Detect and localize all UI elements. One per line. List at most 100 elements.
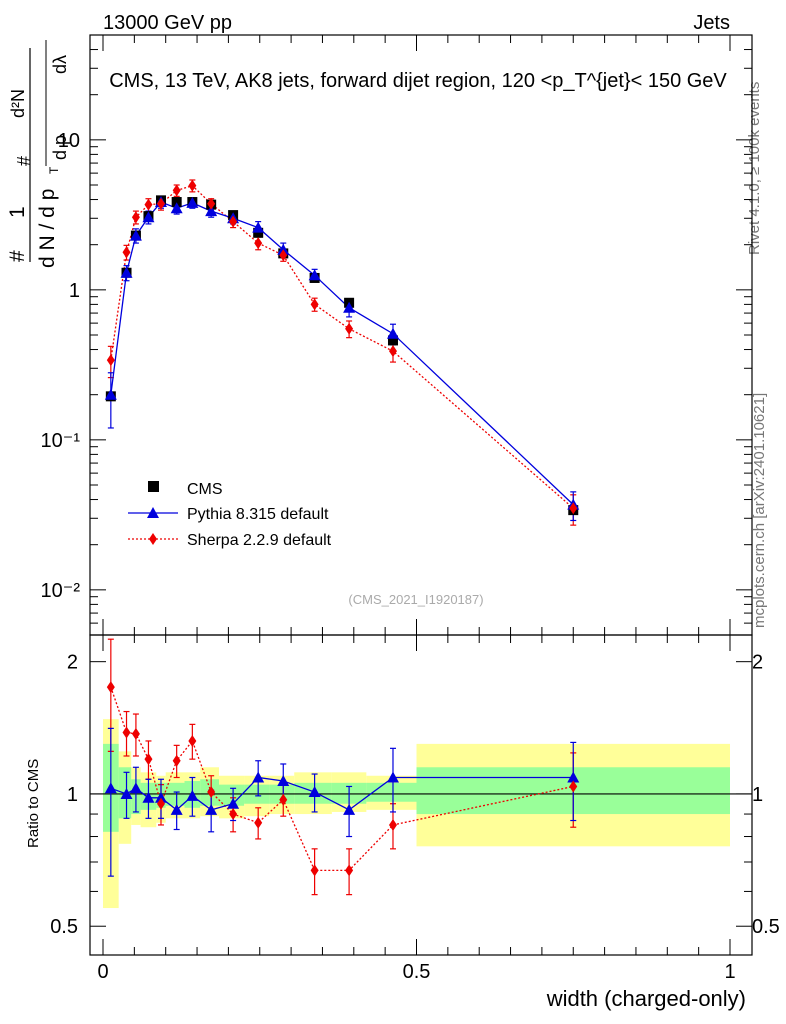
ratio-y-tick-label-right: 2 <box>752 652 763 674</box>
pythia-line <box>110 201 574 506</box>
ratio-y-tick-label-left: 0.5 <box>50 916 78 938</box>
x-axis-label: width (charged-only) <box>546 986 746 1011</box>
sherpa-point <box>569 502 578 515</box>
x-tick-label: 0.5 <box>403 961 431 983</box>
pythia-point <box>308 269 321 281</box>
ratio-y-axis-label: Ratio to CMS <box>25 759 42 848</box>
legend-cms-marker <box>148 481 159 492</box>
pythia-point <box>142 211 155 223</box>
sherpa-point <box>279 249 288 262</box>
sherpa-point <box>345 322 354 335</box>
ratio-sherpa-point <box>131 727 140 740</box>
pythia-point <box>343 301 356 313</box>
y-label-hash2: # <box>14 156 34 166</box>
ratio-pythia-point <box>277 775 290 787</box>
ratio-sherpa-point <box>122 726 131 739</box>
y-label-dl: dλ <box>50 55 70 74</box>
y-label-hash1: # <box>6 250 29 262</box>
ratio-pythia-point <box>186 789 199 801</box>
y-tick-label: 10 <box>58 130 80 152</box>
ratio-y-tick-label-right: 0.5 <box>752 916 780 938</box>
legend-pythia-label: Pythia 8.315 default <box>187 506 329 523</box>
main-panel: 10⁻² 10⁻¹ 1 10 CMS, 13 TeV, AK8 jets, forwar… <box>41 34 753 636</box>
ratio-y-tick-label-left: 2 <box>67 652 78 674</box>
sherpa-point <box>131 211 140 224</box>
legend-sherpa-label: Sherpa 2.2.9 default <box>187 532 332 549</box>
mcplots-label: mcplots.cern.ch [arXiv:2401.10621] <box>751 393 768 628</box>
pythia-point <box>252 221 265 233</box>
y-tick-label: 1 <box>69 280 80 302</box>
sherpa-point <box>144 198 153 211</box>
ratio-pythia-point <box>205 803 218 815</box>
ratio-frame <box>89 634 753 956</box>
ratio-y-tick-label-right: 1 <box>752 784 763 806</box>
y-label-T: T <box>47 166 61 174</box>
sherpa-point <box>156 197 165 210</box>
ratio-pythia-point <box>567 771 580 783</box>
ratio-pythia-point <box>227 797 240 809</box>
pythia-point <box>386 327 399 339</box>
ratio-sherpa-point <box>106 681 115 694</box>
sherpa-line <box>110 184 574 509</box>
ratio-pythia-point <box>120 787 133 799</box>
y-label-dp: d p <box>50 135 70 160</box>
sherpa-point <box>207 197 216 210</box>
ratio-sherpa-point <box>229 808 238 821</box>
ratio-sherpa-point <box>172 754 181 767</box>
ratio-sherpa-point <box>279 793 288 806</box>
y-label-d2N: d²N <box>8 89 28 118</box>
x-tick-label: 1 <box>724 961 735 983</box>
y-tick-label: 10⁻¹ <box>41 430 81 452</box>
ratio-pythia-point <box>252 771 265 783</box>
ratio-sherpa-point <box>254 816 263 829</box>
sherpa-point <box>388 345 397 358</box>
sherpa-point <box>172 184 181 197</box>
ratio-pythia-point <box>308 786 321 798</box>
uncertainty-band-inner <box>218 784 245 806</box>
y-label-one: 1 <box>6 206 29 218</box>
sherpa-point <box>229 215 238 228</box>
ratio-panel: 0.5 0.5 1 1 2 2 0 0.5 1 width (charged-only) Ratio… <box>25 634 780 1011</box>
pythia-point <box>277 243 290 255</box>
analysis-watermark: (CMS_2021_I1920187) <box>348 592 483 607</box>
sherpa-point <box>254 237 263 250</box>
process-label: Jets <box>693 12 730 34</box>
ratio-sherpa-point <box>388 818 397 831</box>
x-tick-label: 0 <box>97 961 108 983</box>
ratio-sherpa-point <box>569 780 578 793</box>
legend-cms-label: CMS <box>187 481 223 498</box>
ratio-pythia-point <box>343 803 356 815</box>
sherpa-point <box>310 298 319 311</box>
cms-point <box>171 197 182 208</box>
pythia-point <box>129 229 142 241</box>
legend: CMS Pythia 8.315 default Sherpa 2.2.9 defa… <box>128 481 332 549</box>
ratio-pythia-point <box>154 791 167 803</box>
ratio-pythia-point <box>170 803 183 815</box>
ratio-sherpa-point <box>144 753 153 766</box>
ratio-sherpa-point <box>310 864 319 877</box>
pythia-point <box>170 202 183 214</box>
ratio-pythia-point <box>104 782 117 794</box>
ratio-sherpa-point <box>156 797 165 810</box>
pythia-point <box>205 205 218 217</box>
energy-label: 13000 GeV pp <box>103 12 232 34</box>
y-tick-label: 10⁻² <box>41 580 81 602</box>
y-label-dN: d N / d p <box>36 189 59 268</box>
cms-point <box>387 335 398 346</box>
rivet-version-label: Rivet 4.1.0, ≥ 100k events <box>746 82 763 255</box>
sherpa-point <box>106 354 115 367</box>
legend-sherpa-marker <box>149 533 157 545</box>
legend-pythia-marker <box>147 507 159 518</box>
ratio-pythia-point <box>386 771 399 783</box>
sherpa-point <box>122 246 131 259</box>
ratio-pythia-point <box>142 791 155 803</box>
cms-point <box>253 227 264 238</box>
chart-title: CMS, 13 TeV, AK8 jets, forward dijet reg… <box>109 70 727 92</box>
y-axis-label: # 1 d N / d p T # d²N d p dλ <box>6 40 70 268</box>
sherpa-point <box>188 179 197 192</box>
ratio-sherpa-point <box>188 734 197 747</box>
pythia-point <box>104 388 117 400</box>
ratio-sherpa-point <box>207 786 216 799</box>
ratio-y-tick-label-left: 1 <box>67 784 78 806</box>
